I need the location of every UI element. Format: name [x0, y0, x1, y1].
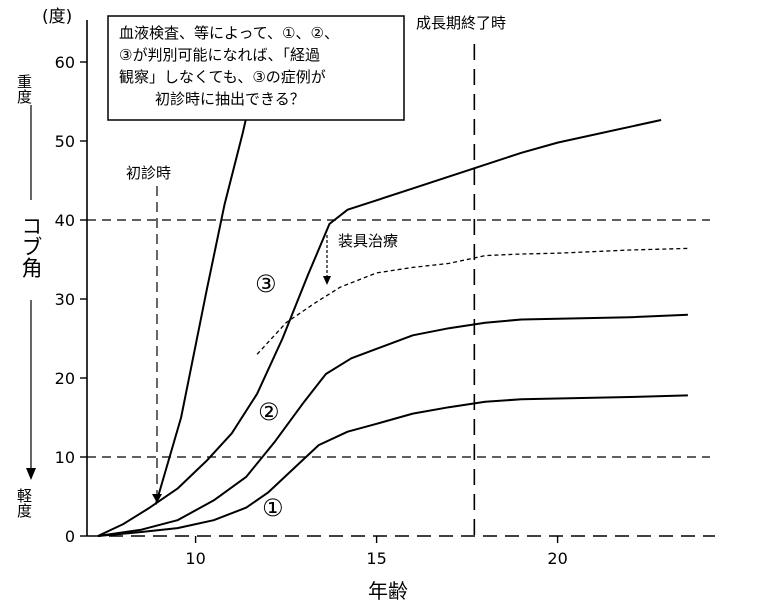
y-label-top: 重度	[15, 74, 33, 104]
axes	[86, 20, 715, 537]
y-tick-label: 40	[55, 211, 75, 230]
callout-line-4: 初診時に抽出できる？	[155, 90, 305, 108]
series-line-4	[154, 119, 247, 505]
x-tick-label: 20	[547, 549, 567, 568]
callout-line-1: 血液検査、等によって、①、②、	[119, 24, 339, 42]
first-visit-arrowhead	[152, 494, 162, 503]
curve-label-2: ②	[258, 398, 280, 426]
brace-treatment-label: 装具治療	[338, 232, 398, 250]
series-group	[97, 119, 688, 537]
curve-label-3: ③	[255, 270, 277, 298]
reference-lines	[87, 44, 710, 536]
first-visit-label: 初診時	[126, 164, 171, 182]
y-tick-label: 50	[55, 132, 75, 151]
x-tick-label: 10	[185, 549, 205, 568]
x-tick-label: 15	[366, 549, 386, 568]
x-axis-label: 年齢	[368, 579, 408, 603]
y-tick-label: 20	[55, 369, 75, 388]
y-unit-label: (度)	[42, 7, 72, 27]
y-label-bottom: 軽度	[15, 488, 33, 518]
series-line-0	[97, 394, 688, 537]
callout-box	[107, 15, 405, 121]
series-line-3	[256, 247, 688, 355]
y-tick-label: 10	[55, 448, 75, 467]
growth-end-label: 成長期終了時	[416, 14, 506, 32]
brace-treatment-arrowhead	[323, 276, 331, 285]
curve-label-1: ①	[262, 494, 284, 522]
y-tick-label: 30	[55, 290, 75, 309]
y-label-middle: コブ角	[19, 215, 43, 278]
callout-line-2: ③が判別可能になれば、「経過	[119, 46, 320, 64]
y-label-arrowhead	[26, 468, 36, 480]
callout-line-3: 観察」しなくても、③の症例が	[119, 68, 326, 86]
series-line-2	[97, 119, 662, 537]
y-tick-label: 0	[65, 527, 75, 546]
series-line-1	[97, 313, 688, 537]
y-tick-label: 60	[55, 53, 75, 72]
y-ticks: 0 10 20 30 40 50 60	[55, 53, 87, 546]
x-ticks: 10 15 20	[185, 536, 568, 568]
